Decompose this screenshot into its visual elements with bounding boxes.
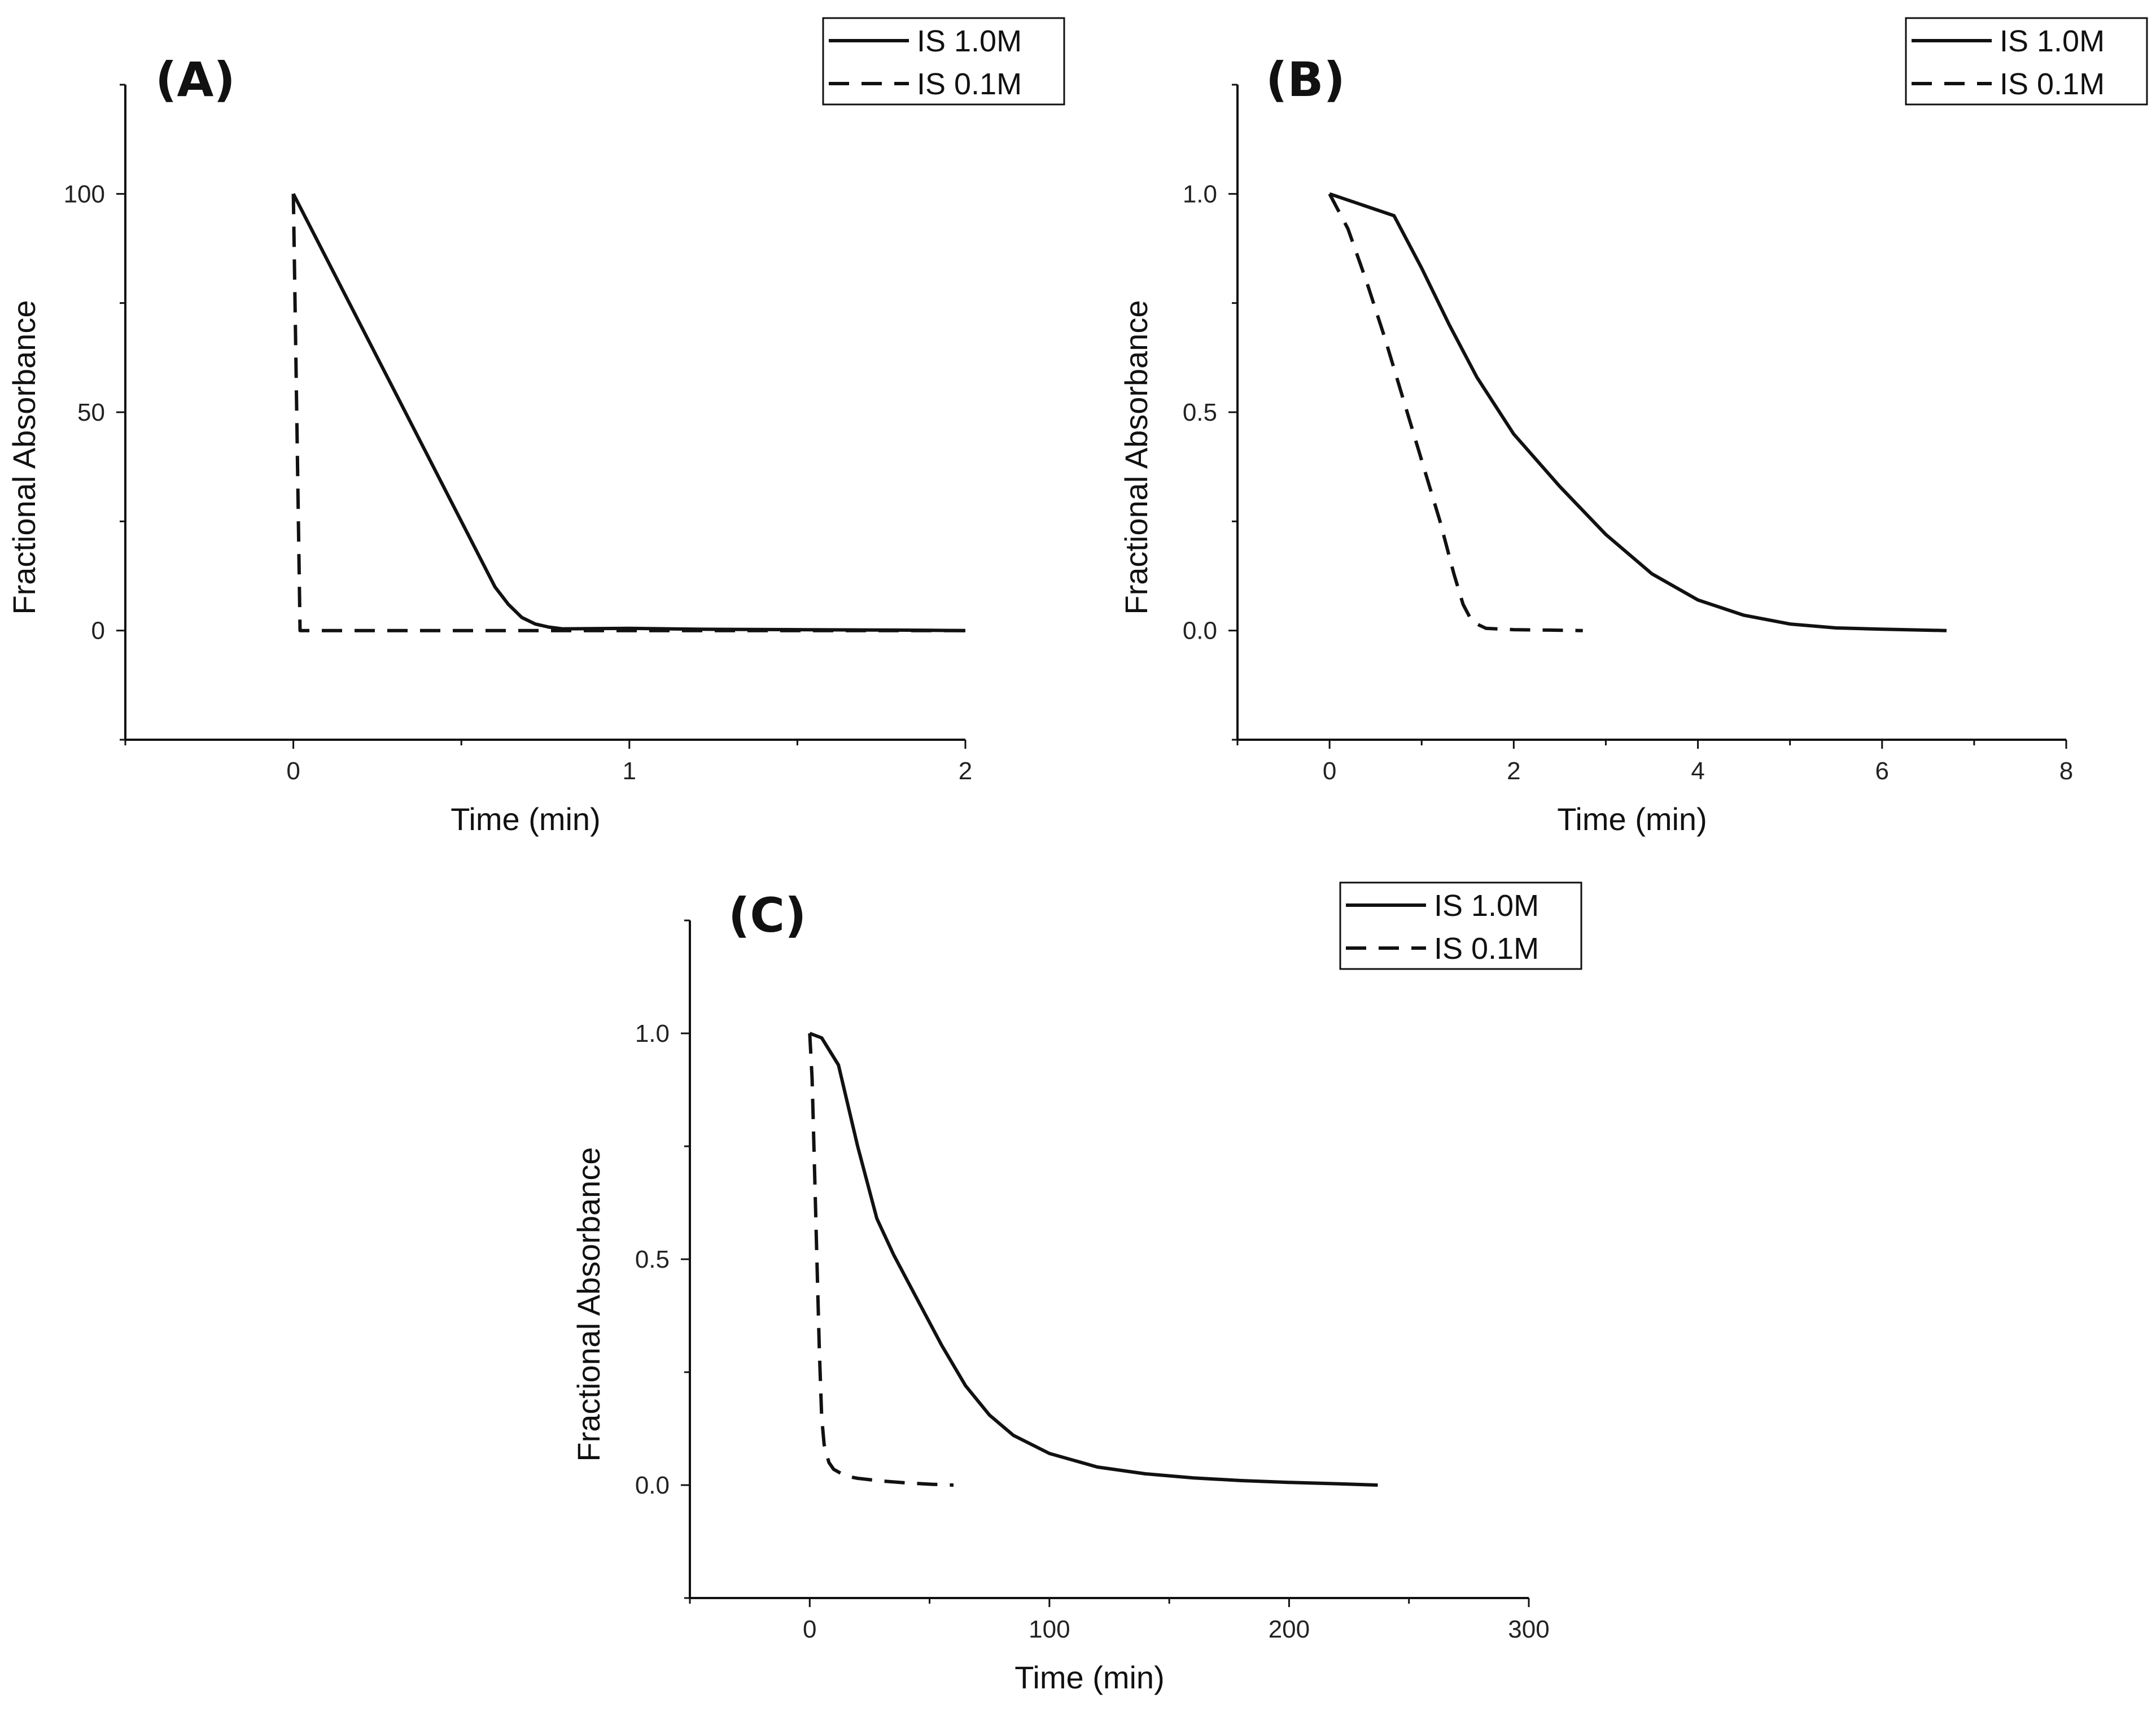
legend-entry: IS 0.1M (1434, 932, 1539, 966)
x-tick-label: 0 (1323, 757, 1336, 785)
x-tick-label: 0 (803, 1616, 816, 1643)
y-tick-label: 0.5 (1183, 399, 1217, 426)
x-tick-label: 300 (1508, 1616, 1549, 1643)
panel-label: (B) (1266, 52, 1345, 107)
series-line-is-0-1m (1328, 193, 1583, 632)
y-axis-title: Fractional Absorbance (1118, 300, 1154, 614)
x-tick-label: 1 (623, 757, 636, 785)
panel-label: (A) (155, 52, 235, 107)
x-tick-label: 100 (1029, 1616, 1070, 1643)
legend-entry: IS 1.0M (917, 24, 1022, 58)
x-tick-label: 4 (1691, 757, 1704, 785)
legend-entry: IS 1.0M (1434, 889, 1539, 923)
legend-box (822, 17, 1065, 106)
y-axis-title: Fractional Absorbance (571, 1147, 606, 1461)
panel-label: (C) (728, 888, 806, 943)
y-tick-label: 100 (64, 180, 105, 208)
legend: IS 1.0M IS 0.1M (1339, 881, 1582, 970)
y-tick-label: 0.0 (1183, 617, 1217, 645)
legend-entry: IS 1.0M (2000, 24, 2105, 58)
y-tick-label: 50 (77, 399, 105, 426)
x-tick-label: 2 (1507, 757, 1520, 785)
x-tick-label: 8 (2059, 757, 2073, 785)
y-tick-label: 1.0 (635, 1020, 670, 1047)
panel-1: 0 1 2 0 50 100 Time (min) Fractional Absorbance… (6, 17, 1065, 837)
series-line-is-0-1m (808, 1033, 954, 1487)
series-line-is-1-0m (1329, 192, 1947, 632)
x-tick-label: 2 (959, 757, 972, 785)
legend-box (1339, 881, 1582, 970)
x-axis-title: Time (min) (1557, 801, 1707, 837)
y-tick-label: 1.0 (1183, 180, 1217, 208)
x-axis-title: Time (min) (1014, 1660, 1164, 1695)
legend: IS 1.0M IS 0.1M (1905, 17, 2148, 106)
series-line-is-1-0m (291, 193, 966, 632)
legend-entry: IS 0.1M (2000, 67, 2105, 101)
x-tick-label: 0 (286, 757, 300, 785)
panel-3: 0 100 200 300 0.0 0.5 1.0 Time (min) Fractional … (571, 881, 1582, 1695)
series-line-is-1-0m (809, 1032, 1378, 1487)
legend-box (1905, 17, 2148, 106)
x-axis-title: Time (min) (451, 801, 600, 837)
y-tick-label: 0.5 (635, 1246, 670, 1273)
legend: IS 1.0M IS 0.1M (822, 17, 1065, 106)
series-line-is-0-1m (291, 194, 965, 632)
y-tick-label: 0.0 (635, 1472, 670, 1499)
y-axis-title: Fractional Absorbance (6, 300, 42, 614)
x-tick-label: 200 (1269, 1616, 1310, 1643)
legend-entry: IS 0.1M (917, 67, 1022, 101)
y-tick-label: 0 (91, 617, 105, 645)
panel-2: 0 2 4 6 8 0.0 0.5 1.0 Time (min) Fractional Absor… (1118, 17, 2148, 837)
x-tick-label: 6 (1875, 757, 1889, 785)
